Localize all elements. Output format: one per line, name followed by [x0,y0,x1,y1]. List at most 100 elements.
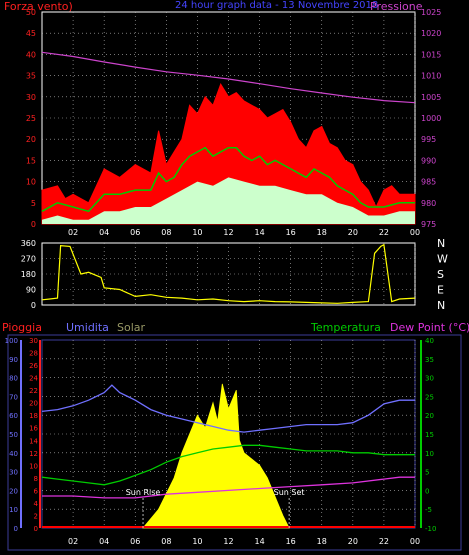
rain-y-tick-label: 16 [29,425,38,433]
pressure-y-tick-label: 990 [421,156,436,165]
temperature-y-tick-label: 25 [425,393,434,401]
pressure-y-tick-label: 995 [421,135,436,144]
humidity-line [41,384,415,433]
wind-x-tick-label: 02 [68,228,78,237]
wind-x-tick-label: 16 [286,228,296,237]
wind-x-tick-label: 18 [317,228,327,237]
compass-label: N [437,299,445,312]
sensors-x-tick-label: 16 [286,537,296,546]
wind-x-tick-label: 06 [130,228,140,237]
wind-y-tick-label: 5 [31,199,36,208]
humidity-y-tick-label: 40 [9,450,18,458]
temperature-line [41,444,415,486]
wind-x-tick-label: 12 [223,228,233,237]
humidity-y-tick-label: 20 [9,487,18,495]
wind-y-tick-label: 0 [31,220,36,229]
chart-title: 24 hour graph data - 13 Novembre 2018 [175,0,378,11]
pressure-y-tick-label: 1020 [421,29,441,38]
humidity-y-tick-label: 50 [9,431,18,439]
rain-y-tick-label: 30 [29,337,38,345]
temperature-y-tick-label: 15 [425,431,434,439]
humidity-y-tick-label: 30 [9,469,18,477]
temperature-y-tick-label: -5 [425,506,432,514]
pressure-label: Pressione [370,0,423,13]
wind-x-tick-label: 22 [379,228,389,237]
humidity-y-tick-label: 10 [9,506,18,514]
pressure-y-tick-label: 1000 [421,114,441,123]
sensors-x-tick-label: 22 [379,537,389,546]
wind-x-tick-label: 14 [254,228,264,237]
rain-y-tick-label: 4 [34,500,39,508]
solar-label: Solar [117,321,146,334]
wind-y-tick-label: 35 [26,72,36,81]
direction-line [41,243,416,304]
direction-y-tick-label: 90 [26,286,36,295]
direction-y-tick-label: 0 [31,301,36,310]
sensors-x-tick-label: 08 [161,537,171,546]
rain-y-tick-label: 8 [34,475,38,483]
wind-y-tick-label: 15 [26,156,36,165]
wind-low-area [42,177,415,224]
temperature-y-tick-label: 10 [425,450,434,458]
compass-label: S [437,268,444,281]
pressure-y-tick-label: 980 [421,199,436,208]
wind-y-tick-label: 20 [26,135,36,144]
outer-bottom-frame [7,334,462,551]
humidity-y-tick-label: 80 [9,375,18,383]
pressure-y-tick-label: 1010 [421,72,441,81]
sensors-x-tick-label: 02 [68,537,78,546]
temperature-y-tick-label: 0 [425,487,429,495]
dewpoint-label: Dew Point (°C) [390,321,469,334]
rain-y-tick-label: 6 [34,487,39,495]
pressure-y-tick-label: 1025 [421,8,441,17]
humidity-y-tick-label: 70 [9,393,18,401]
wind-x-tick-label: 10 [192,228,202,237]
dewpoint-line [42,476,415,499]
sun-rise-label: Sun Rise [126,488,161,497]
temperature-y-tick-label: 5 [425,469,429,477]
pressure-y-tick-label: 975 [421,220,436,229]
temperature-y-tick-label: 30 [425,375,434,383]
sensors-x-tick-label: 14 [254,537,264,546]
rain-y-tick-label: 18 [29,412,38,420]
solar-area [142,383,290,529]
wind-y-tick-label: 40 [26,50,36,59]
wind-max-area [41,82,416,225]
sensors-x-tick-label: 10 [192,537,202,546]
rain-y-tick-label: 28 [29,350,38,358]
wind-avg-line [41,146,415,213]
wind-x-tick-label: 20 [348,228,358,237]
humidity-y-tick-label: 90 [9,356,18,364]
compass-label: E [437,284,444,297]
pressure-y-tick-label: 1015 [421,50,441,59]
sensors-x-tick-label: 04 [99,537,109,546]
wind-x-tick-label: 04 [99,228,109,237]
rain-y-tick-label: 12 [29,450,38,458]
compass-label: W [437,253,448,266]
rain-y-tick-label: 2 [34,512,38,520]
temperature-label: Temperatura [310,321,381,334]
temperature-y-tick-label: 35 [425,356,434,364]
rain-label: Pioggia [2,321,42,334]
wind-y-tick-label: 45 [26,29,36,38]
pressure-y-tick-label: 1005 [421,93,441,102]
wind-x-tick-label: 00 [410,228,420,237]
rain-y-tick-label: 14 [29,437,38,445]
sensors-x-tick-label: 20 [348,537,358,546]
pressure-line [41,51,416,104]
sensors-x-tick-label: 12 [223,537,233,546]
pressure-y-tick-label: 985 [421,178,436,187]
wind-left-label: Forza vento) [4,0,73,13]
rain-y-tick-label: 24 [29,375,38,383]
wind-x-tick-label: 08 [161,228,171,237]
sun-set-label: Sun Set [274,488,305,497]
humidity-y-tick-label: 60 [9,412,18,420]
direction-y-tick-label: 360 [21,239,36,248]
sensors-x-tick-label: 06 [130,537,140,546]
rain-y-tick-label: 20 [29,400,38,408]
temperature-y-tick-label: -10 [425,525,436,533]
direction-y-tick-label: 270 [21,255,36,264]
sensors-x-tick-label: 00 [410,537,420,546]
